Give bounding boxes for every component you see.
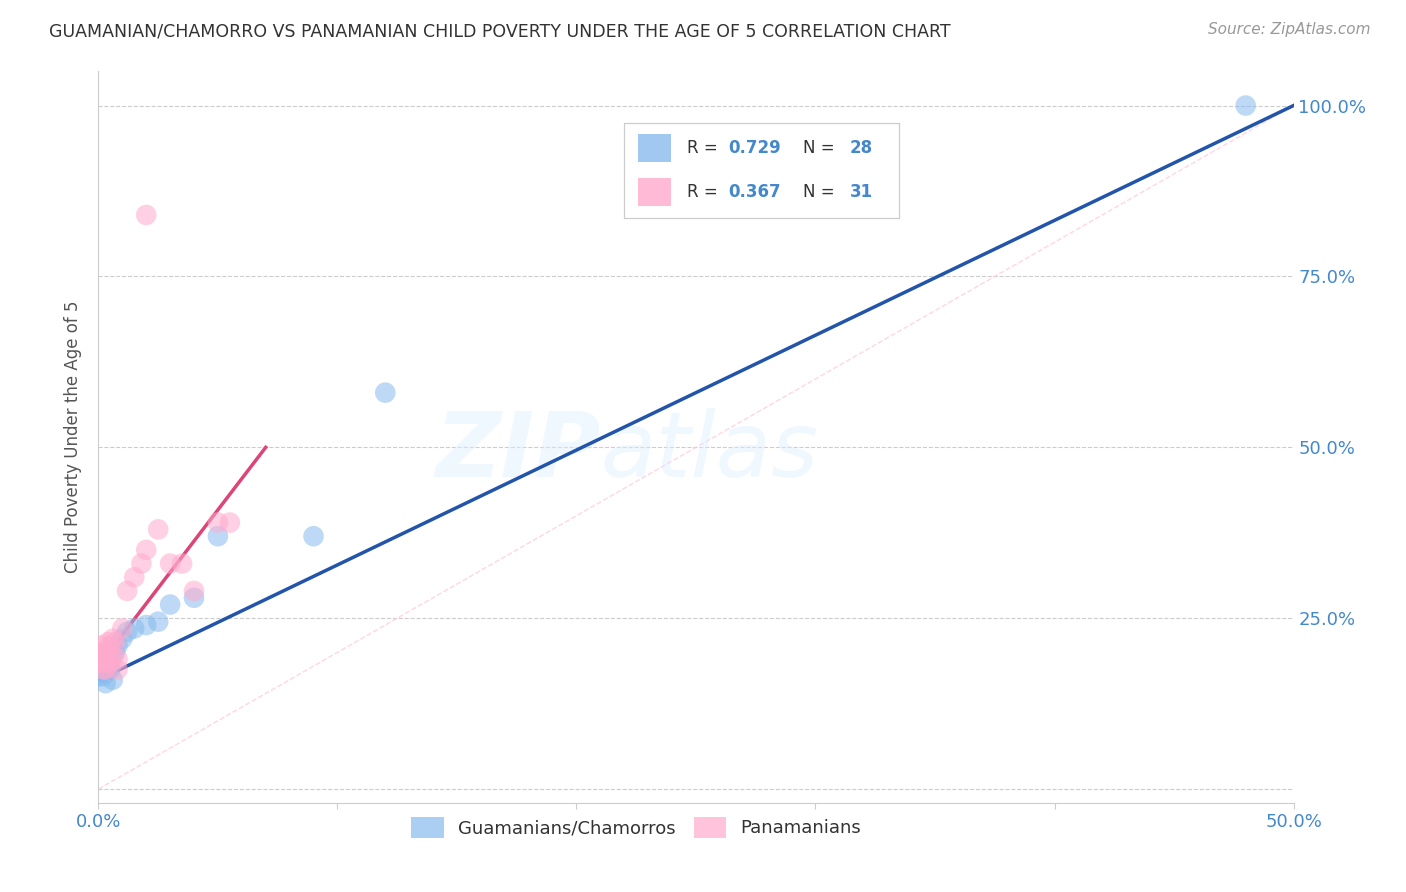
Point [135,618,157,632]
Point [97,656,120,670]
Point [172,557,194,571]
Point [107,652,129,666]
Point [97,635,120,649]
Point [374,385,396,400]
Point [302,529,325,543]
Point [90,645,112,659]
Point [87,663,110,677]
Y-axis label: Child Poverty Under the Age of 5: Child Poverty Under the Age of 5 [65,301,83,574]
Point [219,516,242,530]
Point [135,542,157,557]
Point [124,622,146,636]
Point [97,648,120,663]
Point [115,583,138,598]
Point [91,648,114,663]
Point [107,639,129,653]
Text: GUAMANIAN/CHAMORRO VS PANAMANIAN CHILD POVERTY UNDER THE AGE OF 5 CORRELATION CH: GUAMANIAN/CHAMORRO VS PANAMANIAN CHILD P… [49,22,950,40]
Point [91,669,114,683]
Point [207,516,229,530]
Point [124,570,146,584]
Point [111,622,134,636]
Point [104,645,127,659]
Point [90,648,112,663]
Text: ZIP: ZIP [434,408,600,496]
Point [91,663,114,677]
Point [207,529,229,543]
Point [98,656,122,670]
Point [101,673,124,687]
Point [183,583,205,598]
Text: Source: ZipAtlas.com: Source: ZipAtlas.com [1208,22,1371,37]
Point [90,656,112,670]
Point [101,632,124,646]
Point [159,598,181,612]
Point [94,645,117,659]
Point [94,676,117,690]
Point [98,663,122,677]
Point [87,656,110,670]
Point [87,669,110,683]
Point [135,208,157,222]
Point [97,663,120,677]
Point [1234,98,1257,112]
Point [90,656,112,670]
Point [131,557,153,571]
Point [90,665,112,680]
Point [183,591,205,605]
Point [148,522,170,536]
Point [94,663,117,677]
Point [159,557,181,571]
Point [107,663,129,677]
Point [104,635,127,649]
Point [94,663,117,677]
Point [94,656,117,670]
Point [87,648,110,663]
Point [101,648,124,663]
Point [91,656,114,670]
Point [148,615,170,629]
Point [98,639,122,653]
Point [91,663,114,677]
Point [98,656,122,670]
Point [90,639,112,653]
Text: atlas: atlas [600,408,818,496]
Legend: Guamanians/Chamorros, Panamanians: Guamanians/Chamorros, Panamanians [404,810,869,845]
Point [115,624,138,639]
Point [111,632,134,646]
